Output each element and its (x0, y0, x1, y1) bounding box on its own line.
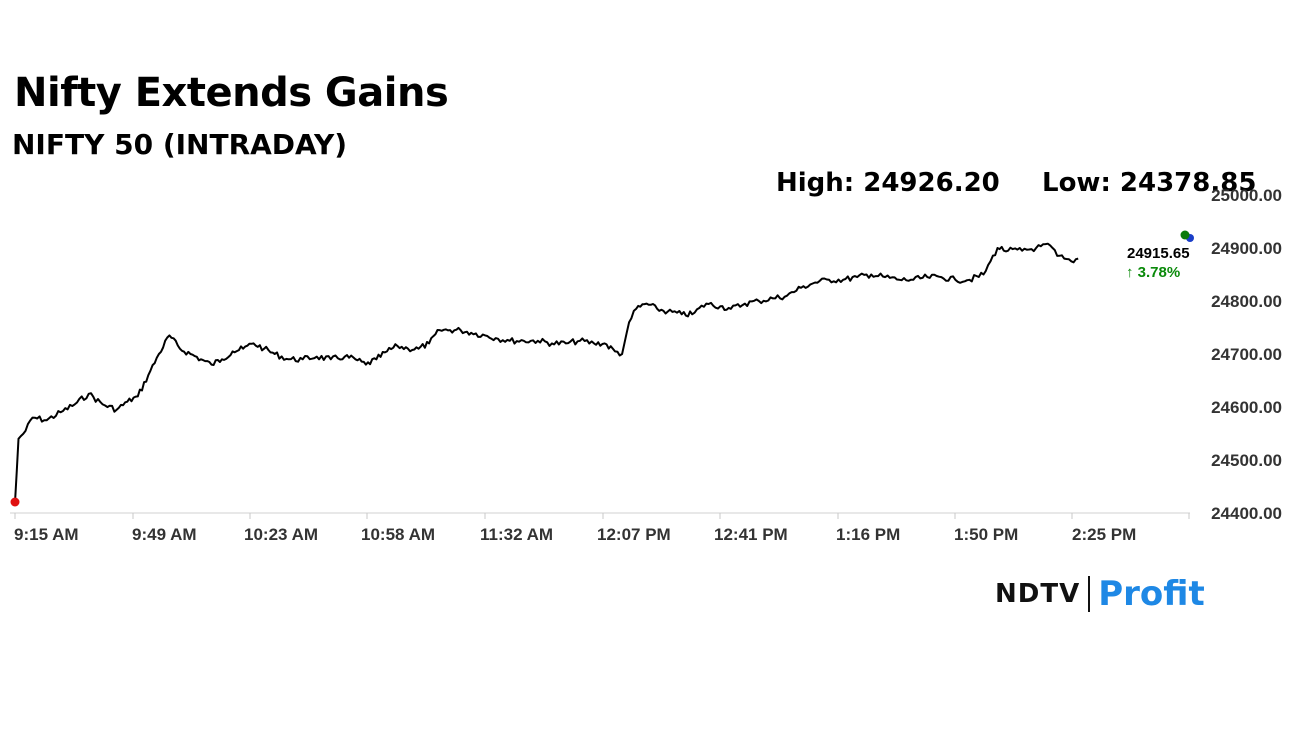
end-marker (1180, 230, 1190, 240)
x-tick-label: 9:49 AM (132, 525, 197, 544)
chart-title: Nifty Extends Gains (14, 70, 449, 116)
x-tick-label: 12:07 PM (597, 525, 671, 544)
y-tick-label: 24800.00 (1211, 292, 1282, 311)
x-tick-label: 10:58 AM (361, 525, 435, 544)
nifty-price-line (14, 242, 1079, 503)
logo-divider (1088, 576, 1091, 612)
y-tick-label: 25000.00 (1211, 186, 1282, 205)
ndtv-profit-logo: NDTV Profit (995, 570, 1205, 618)
y-axis-ticks: 25000.00 24900.00 24800.00 24700.00 24600.00… (1211, 186, 1282, 523)
y-tick-label: 24500.00 (1211, 451, 1282, 470)
x-axis-ticks: 9:15 AM 9:49 AM 10:23 AM 10:58 AM 11:32 AM 12… (14, 513, 1190, 544)
x-tick-label: 10:23 AM (244, 525, 318, 544)
last-value-label: 24915.65 (1127, 245, 1190, 262)
series-group (14, 242, 1079, 503)
logo-brand: NDTV (995, 579, 1081, 609)
x-tick-label: 11:32 AM (480, 525, 553, 544)
start-marker (10, 497, 20, 507)
y-tick-label: 24700.00 (1211, 345, 1282, 364)
x-tick-label: 1:16 PM (836, 525, 900, 544)
high-value: High: 24926.20 (776, 168, 1000, 198)
logo-product: Profit (1098, 574, 1205, 614)
y-tick-label: 24900.00 (1211, 239, 1282, 258)
low-value: Low: 24378.85 (1042, 168, 1257, 198)
change-percent-label: ↑ 3.78% (1126, 264, 1180, 281)
x-tick-label: 1:50 PM (954, 525, 1018, 544)
chart-subtitle: NIFTY 50 (INTRADAY) (12, 128, 348, 161)
y-tick-label: 24600.00 (1211, 398, 1282, 417)
markers-group (10, 230, 1194, 507)
y-tick-label: 24400.00 (1211, 504, 1282, 523)
x-tick-label: 12:41 PM (714, 525, 788, 544)
x-tick-label: 2:25 PM (1072, 525, 1136, 544)
x-tick-label: 9:15 AM (14, 525, 79, 544)
